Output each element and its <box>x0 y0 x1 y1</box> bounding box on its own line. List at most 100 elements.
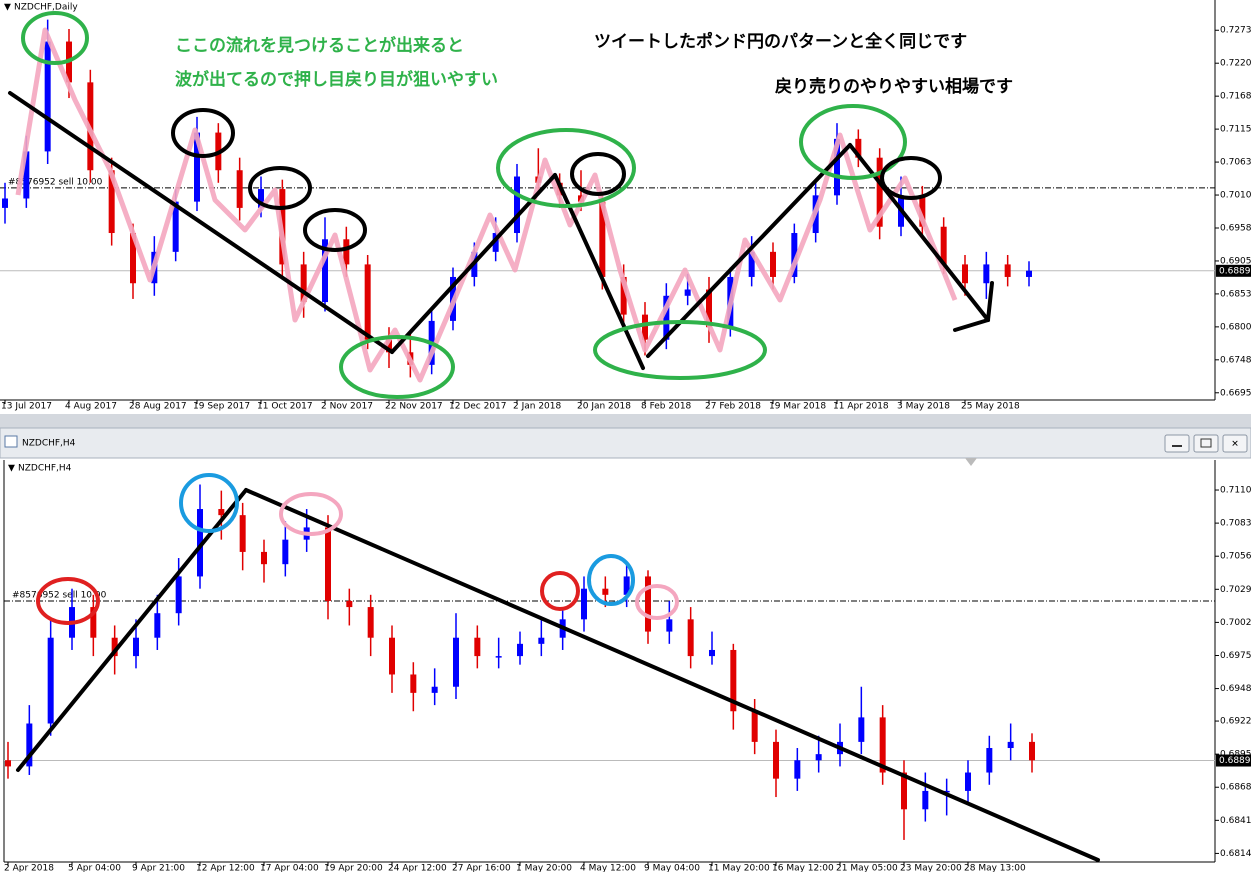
candle-body <box>599 201 606 277</box>
x-tick-label: 17 Apr 04:00 <box>260 864 319 872</box>
x-tick-label: 12 Dec 2017 <box>449 402 507 412</box>
x-tick-label: 16 May 12:00 <box>772 864 834 872</box>
window-title-bar <box>0 427 1251 459</box>
close-button[interactable] <box>1222 434 1248 453</box>
x-tick-label: 19 Mar 2018 <box>769 402 826 412</box>
x-tick-label: 1 May 20:00 <box>516 864 572 872</box>
x-tick-label: 2 Nov 2017 <box>321 402 373 412</box>
candle-body <box>581 588 587 620</box>
x-tick-label: 9 May 04:00 <box>644 864 700 872</box>
trend-line <box>244 488 1100 862</box>
candle-body <box>133 637 139 657</box>
candle-body <box>986 748 993 773</box>
window-gap <box>0 414 1251 428</box>
candle-body <box>108 170 115 234</box>
top-pane <box>0 0 1251 414</box>
candle-body <box>367 607 374 638</box>
candle-body <box>194 132 200 202</box>
candle-body <box>538 637 545 644</box>
circle <box>570 152 626 196</box>
candle-body <box>322 239 328 303</box>
candle-body <box>239 515 246 552</box>
circle <box>279 492 343 536</box>
candle-body <box>258 189 264 208</box>
candle-body <box>623 576 630 595</box>
circle <box>339 335 455 399</box>
circle <box>496 128 636 208</box>
x-tick-label: 19 Apr 20:00 <box>324 864 383 872</box>
y-tick-label: 0.66955 <box>1220 388 1251 398</box>
candle-body <box>815 754 822 761</box>
candle-body <box>1004 264 1011 277</box>
maximize-button[interactable] <box>1193 434 1219 453</box>
annotation: 戻り売りのやりやすい相場です <box>775 76 1013 97</box>
y-tick-label: 0.70295 <box>1220 585 1251 595</box>
x-tick-label: 27 Apr 16:00 <box>452 864 511 872</box>
candle-body <box>751 711 758 742</box>
window-icon <box>4 435 18 448</box>
y-tick-label: 0.68140 <box>1220 849 1251 859</box>
candle-body <box>389 637 395 675</box>
candle-body <box>983 264 990 284</box>
candle-body <box>620 276 627 315</box>
candle-body <box>172 201 179 252</box>
candle-body <box>474 637 481 657</box>
order-label: #8576952 sell 10.00 <box>12 590 107 600</box>
circle <box>799 104 907 180</box>
candle-body <box>684 289 691 296</box>
y-tick-label: 0.70565 <box>1220 552 1251 562</box>
pane-label-arrow: ▼ <box>4 3 11 13</box>
y-tick-label: 0.69055 <box>1220 256 1251 266</box>
candle-body <box>748 251 755 277</box>
candle-body <box>492 233 499 252</box>
y-tick-label: 0.72205 <box>1220 59 1251 69</box>
wave-line <box>15 27 958 383</box>
trend-line <box>8 91 394 354</box>
candle-body <box>197 509 203 577</box>
candle-body <box>706 289 712 328</box>
trend-line <box>390 173 557 354</box>
candle-body <box>26 723 33 767</box>
candle-body <box>5 760 11 767</box>
candle-body <box>901 772 907 810</box>
circle <box>21 11 89 65</box>
x-tick-label: 11 Apr 2018 <box>833 402 889 412</box>
candle-body <box>343 239 350 265</box>
candle-body <box>666 619 673 632</box>
candle-body <box>453 637 459 687</box>
circle <box>36 577 100 625</box>
x-tick-label: 4 Aug 2017 <box>65 402 117 412</box>
x-tick-label: 25 May 2018 <box>961 402 1020 412</box>
candle-body <box>602 588 609 595</box>
maximize-glyph <box>1200 438 1212 448</box>
candle-body <box>47 637 54 724</box>
x-tick-label: 13 Jul 2017 <box>1 402 52 412</box>
candle-body <box>794 760 801 779</box>
minimize-button[interactable] <box>1164 434 1190 453</box>
candle-body <box>855 138 862 158</box>
candle-body <box>919 195 926 227</box>
x-tick-label: 11 May 20:00 <box>708 864 770 872</box>
circle <box>303 208 367 252</box>
x-tick-label: 22 Nov 2017 <box>385 402 443 412</box>
candle-body <box>218 509 225 516</box>
circle <box>248 166 312 210</box>
candle-body <box>386 339 392 353</box>
circle <box>880 156 942 200</box>
x-tick-label: 8 Feb 2018 <box>641 402 692 412</box>
y-tick-label: 0.70025 <box>1220 618 1251 628</box>
y-tick-label: 0.70105 <box>1220 191 1251 201</box>
y-tick-label: 0.69755 <box>1220 651 1251 661</box>
last-price-label: 0.68898 <box>1219 756 1251 766</box>
candle-body <box>876 157 883 227</box>
candle-body <box>23 151 30 199</box>
candle-body <box>495 656 502 658</box>
highlight-circles <box>171 108 942 252</box>
